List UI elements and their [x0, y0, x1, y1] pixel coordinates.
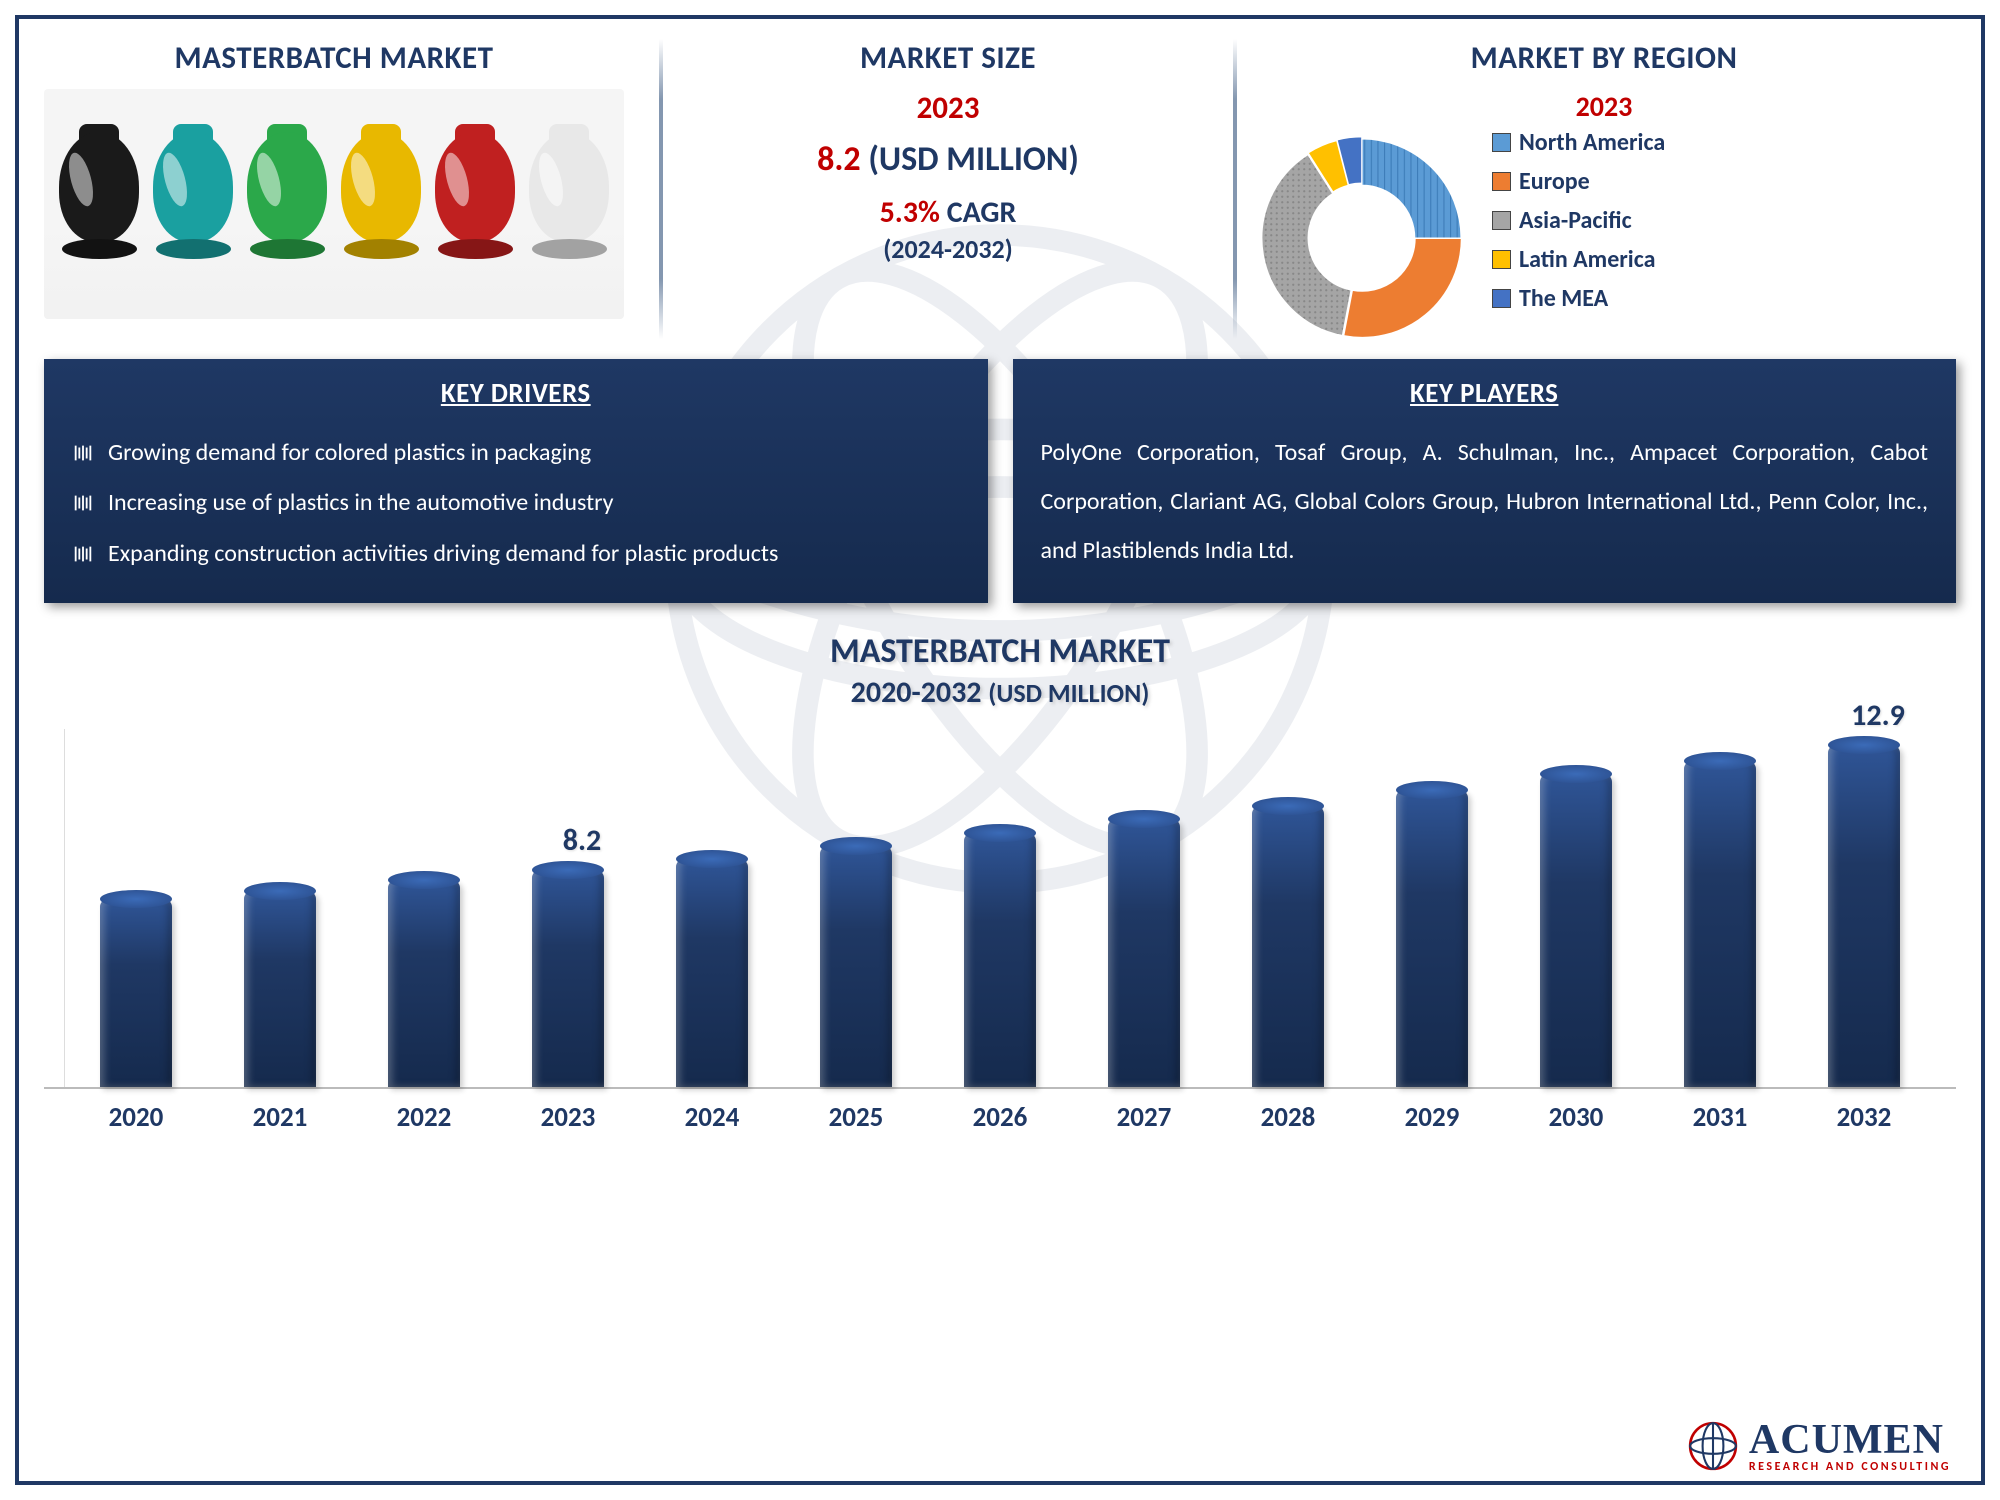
product-image — [44, 89, 624, 319]
bar — [1540, 774, 1612, 1087]
section-market: MASTERBATCH MARKET — [44, 39, 644, 339]
legend-item: North America — [1492, 128, 1665, 157]
drivers-list: Growing demand for colored plastics in p… — [72, 428, 960, 579]
logo-text: ACUMEN — [1749, 1419, 1951, 1461]
bar-chart-section: MASTERBATCH MARKET 2020-2032 (USD MILLIO… — [44, 631, 1956, 1134]
cagr-period: (2024-2032) — [698, 233, 1198, 265]
bar-column — [208, 729, 352, 1087]
bar-value-label: 8.2 — [532, 822, 632, 859]
size-year: 2023 — [698, 89, 1198, 127]
x-label: 2023 — [496, 1101, 640, 1134]
bar — [820, 846, 892, 1087]
bar — [1396, 790, 1468, 1087]
bar: 12.9 — [1828, 745, 1900, 1087]
chart-title: MASTERBATCH MARKET — [44, 631, 1956, 672]
driver-item: Increasing use of plastics in the automo… — [72, 478, 960, 528]
x-label: 2030 — [1504, 1101, 1648, 1134]
bar-column — [1360, 729, 1504, 1087]
bar-column — [928, 729, 1072, 1087]
bar-column — [1648, 729, 1792, 1087]
market-title: MASTERBATCH MARKET — [44, 39, 624, 77]
driver-item: Growing demand for colored plastics in p… — [72, 428, 960, 478]
legend-swatch — [1492, 211, 1511, 230]
donut-slice — [1344, 238, 1462, 337]
x-label: 2025 — [784, 1101, 928, 1134]
size-title: MARKET SIZE — [698, 39, 1198, 77]
section-region: MARKET BY REGION 2023 North America Europ… — [1252, 39, 1956, 339]
flask — [527, 124, 612, 304]
cagr: 5.3% CAGR — [698, 194, 1198, 231]
bar-column: 8.2 — [496, 729, 640, 1087]
driver-item: Expanding construction activities drivin… — [72, 529, 960, 579]
bar — [676, 859, 748, 1087]
size-value: 8.2 (USD MILLION) — [698, 139, 1198, 180]
legend-item: Europe — [1492, 167, 1665, 196]
bar-column — [352, 729, 496, 1087]
divider — [659, 39, 663, 339]
donut-chart — [1252, 128, 1472, 328]
legend-label: Latin America — [1519, 245, 1655, 274]
donut-slice — [1362, 139, 1461, 238]
section-market-size: MARKET SIZE 2023 8.2 (USD MILLION) 5.3% … — [678, 39, 1218, 339]
chart-subtitle: 2020-2032 (USD MILLION) — [44, 674, 1956, 711]
flask — [339, 124, 424, 304]
divider — [1233, 39, 1237, 339]
bar — [1684, 761, 1756, 1087]
x-label: 2020 — [64, 1101, 208, 1134]
logo-subtext: RESEARCH AND CONSULTING — [1749, 1461, 1951, 1473]
bar-column — [1504, 729, 1648, 1087]
bar — [1252, 806, 1324, 1087]
bar-value-label: 12.9 — [1828, 697, 1928, 734]
legend-swatch — [1492, 250, 1511, 269]
legend-swatch — [1492, 289, 1511, 308]
legend-label: The MEA — [1519, 284, 1608, 313]
players-text: PolyOne Corporation, Tosaf Group, A. Sch… — [1041, 428, 1929, 576]
x-axis: 2020202120222023202420252026202720282029… — [44, 1101, 1956, 1134]
bar-column — [640, 729, 784, 1087]
bar — [388, 880, 460, 1087]
bar — [1108, 819, 1180, 1087]
key-players-box: KEY PLAYERS PolyOne Corporation, Tosaf G… — [1013, 359, 1957, 603]
legend-item: Latin America — [1492, 245, 1665, 274]
flask — [57, 124, 142, 304]
bar — [964, 833, 1036, 1088]
bar-column — [64, 729, 208, 1087]
legend: North America Europe Asia-Pacific Latin Ame… — [1492, 128, 1665, 313]
flask — [151, 124, 236, 304]
legend-item: The MEA — [1492, 284, 1665, 313]
logo-globe-icon — [1687, 1420, 1739, 1472]
bar-column — [1216, 729, 1360, 1087]
bar — [100, 899, 172, 1087]
flask — [245, 124, 330, 304]
legend-label: Asia-Pacific — [1519, 206, 1632, 235]
players-title: KEY PLAYERS — [1041, 377, 1929, 410]
key-drivers-box: KEY DRIVERS Growing demand for colored p… — [44, 359, 988, 603]
x-label: 2021 — [208, 1101, 352, 1134]
legend-swatch — [1492, 133, 1511, 152]
bar-column: 12.9 — [1792, 729, 1936, 1087]
x-label: 2024 — [640, 1101, 784, 1134]
bars-container: 8.2 12.9 — [44, 729, 1956, 1089]
x-label: 2022 — [352, 1101, 496, 1134]
bar: 8.2 — [532, 870, 604, 1087]
x-label: 2026 — [928, 1101, 1072, 1134]
bar — [244, 891, 316, 1087]
x-label: 2027 — [1072, 1101, 1216, 1134]
x-label: 2032 — [1792, 1101, 1936, 1134]
bar-column — [1072, 729, 1216, 1087]
x-label: 2028 — [1216, 1101, 1360, 1134]
flask — [433, 124, 518, 304]
legend-label: North America — [1519, 128, 1665, 157]
legend-label: Europe — [1519, 167, 1590, 196]
drivers-title: KEY DRIVERS — [72, 377, 960, 410]
x-label: 2031 — [1648, 1101, 1792, 1134]
legend-item: Asia-Pacific — [1492, 206, 1665, 235]
bar-column — [784, 729, 928, 1087]
logo: ACUMEN RESEARCH AND CONSULTING — [1687, 1419, 1951, 1473]
legend-swatch — [1492, 172, 1511, 191]
region-year: 2023 — [1252, 89, 1956, 124]
x-label: 2029 — [1360, 1101, 1504, 1134]
region-title: MARKET BY REGION — [1252, 39, 1956, 77]
